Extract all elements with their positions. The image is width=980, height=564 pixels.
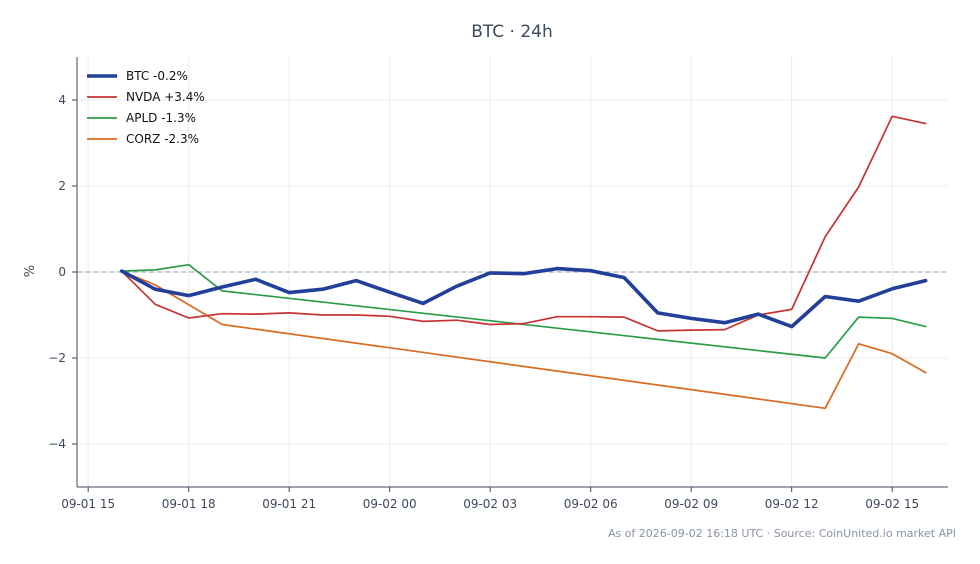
source-footer: As of 2026-09-02 16:18 UTC · Source: Coi… [608, 527, 956, 540]
tick-labels: 09-01 15 09-01 18 09-01 21 09-02 00 09-02 03… [48, 93, 919, 511]
series-line-nvda [120, 115, 927, 332]
legend-label: NVDA +3.4% [126, 90, 205, 104]
x-tick-label: 09-02 03 [463, 497, 517, 511]
y-tick-label: 4 [58, 93, 66, 107]
y-tick-label: 2 [58, 179, 66, 193]
x-tick-label: 09-02 12 [765, 497, 819, 511]
x-tick-label: 09-01 15 [61, 497, 115, 511]
x-tick-label: 09-02 15 [865, 497, 919, 511]
series-line-corz [120, 270, 927, 410]
series [119, 115, 928, 410]
series-line-btc [119, 266, 928, 329]
y-axis-label: % [23, 265, 38, 277]
legend-label: CORZ -2.3% [126, 132, 199, 146]
x-tick-label: 09-02 00 [363, 497, 417, 511]
legend-label: BTC -0.2% [126, 69, 188, 83]
chart-title: BTC · 24h [471, 22, 553, 42]
y-tick-label: 0 [58, 265, 66, 279]
y-tick-label: −4 [48, 437, 66, 451]
x-tick-label: 09-01 21 [262, 497, 316, 511]
legend-label: APLD -1.3% [126, 111, 196, 125]
x-tick-label: 09-02 06 [564, 497, 618, 511]
legend: BTC -0.2% NVDA +3.4% APLD -1.3% CORZ -2.3% [87, 69, 205, 146]
x-tick-label: 09-02 09 [664, 497, 718, 511]
y-tick-label: −2 [48, 351, 66, 365]
x-tick-label: 09-01 18 [162, 497, 216, 511]
axes [72, 57, 948, 492]
